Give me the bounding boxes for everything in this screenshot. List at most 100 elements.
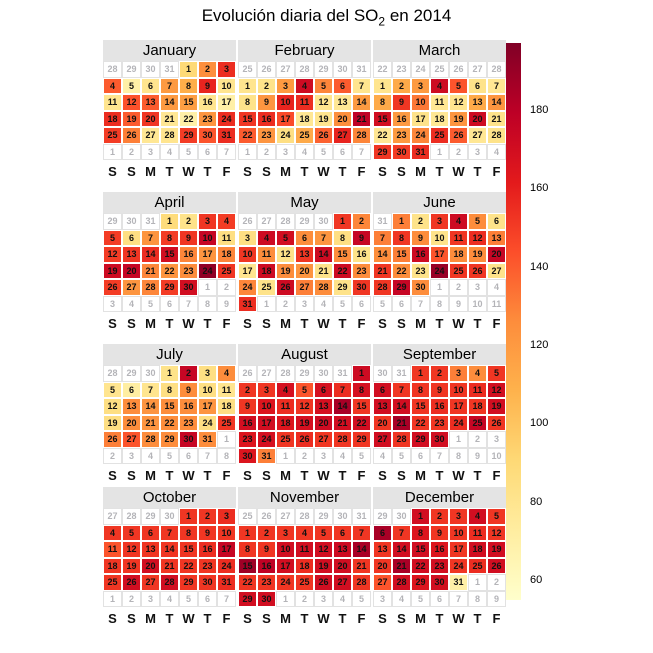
day-cell: 21 (160, 557, 179, 574)
day-cell-adjacent-month: 7 (198, 447, 217, 464)
weekday-label: F (357, 611, 366, 626)
day-cell-adjacent-month: 30 (122, 213, 141, 230)
day-cell: 19 (314, 110, 333, 127)
day-cell: 29 (352, 431, 371, 448)
day-cell: 30 (392, 143, 411, 160)
day-cell-adjacent-month: 1 (198, 279, 217, 296)
day-cell: 7 (392, 524, 411, 541)
day-cell-adjacent-month: 2 (295, 590, 314, 607)
weekday-label: T (435, 611, 444, 626)
day-cell-adjacent-month: 4 (333, 447, 352, 464)
day-cell: 13 (295, 246, 314, 263)
weekday-label: W (182, 611, 195, 626)
weekday-label: S (108, 316, 117, 331)
weekday-label: T (165, 164, 174, 179)
day-cell: 19 (468, 246, 487, 263)
month-title: May (238, 192, 371, 213)
day-cell-adjacent-month: 3 (122, 447, 141, 464)
day-cell: 1 (179, 61, 198, 78)
day-cell: 13 (122, 398, 141, 415)
day-cell: 27 (333, 127, 352, 144)
day-cell-adjacent-month: 29 (314, 508, 333, 525)
day-cell-adjacent-month: 8 (449, 447, 468, 464)
day-cell: 5 (449, 77, 468, 94)
month-day-grid: 31 1 2 3 4 5 6 7 8 9 10 11 12 13 14 15 16 17 18 19 20 21 22 23 2… (373, 213, 506, 312)
day-cell: 23 (411, 262, 430, 279)
day-cell: 24 (276, 574, 295, 591)
day-cell: 30 (411, 279, 430, 296)
month-day-grid: 28 29 30 1 2 3 4 5 6 7 8 9 10 11 12 13 14 15 16 17 18 19 20 21 2… (103, 365, 236, 464)
day-cell: 20 (141, 110, 160, 127)
day-cell: 26 (276, 279, 295, 296)
day-cell-adjacent-month: 7 (217, 143, 236, 160)
day-cell-adjacent-month: 11 (487, 295, 506, 312)
day-cell-adjacent-month: 26 (257, 508, 276, 525)
day-cell-adjacent-month: 3 (373, 590, 392, 607)
day-cell-adjacent-month: 3 (295, 295, 314, 312)
day-cell-adjacent-month: 5 (352, 447, 371, 464)
day-cell-adjacent-month: 7 (430, 447, 449, 464)
day-cell: 4 (217, 213, 236, 230)
day-cell-adjacent-month: 30 (333, 61, 352, 78)
day-cell: 17 (198, 246, 217, 263)
day-cell-adjacent-month: 1 (257, 295, 276, 312)
day-cell-adjacent-month: 28 (276, 213, 295, 230)
day-cell: 12 (103, 398, 122, 415)
day-cell: 16 (411, 246, 430, 263)
day-cell: 4 (103, 77, 122, 94)
day-cell: 19 (122, 557, 141, 574)
day-cell-adjacent-month: 28 (295, 508, 314, 525)
weekday-label: F (492, 164, 501, 179)
day-cell: 18 (217, 398, 236, 415)
day-cell: 11 (468, 524, 487, 541)
day-cell: 13 (373, 541, 392, 558)
day-cell-adjacent-month: 4 (122, 295, 141, 312)
day-cell-adjacent-month: 27 (257, 213, 276, 230)
day-cell-adjacent-month: 4 (314, 295, 333, 312)
day-cell-adjacent-month: 2 (468, 431, 487, 448)
month-title: July (103, 344, 236, 365)
day-cell: 29 (179, 574, 198, 591)
day-cell-adjacent-month: 7 (411, 295, 430, 312)
day-cell: 20 (333, 110, 352, 127)
day-cell: 30 (430, 574, 449, 591)
day-cell: 25 (276, 431, 295, 448)
day-cell: 3 (449, 365, 468, 382)
day-cell: 5 (103, 229, 122, 246)
day-cell: 13 (122, 246, 141, 263)
day-cell: 9 (198, 524, 217, 541)
day-cell-adjacent-month: 28 (103, 61, 122, 78)
day-cell: 15 (238, 557, 257, 574)
day-cell: 6 (141, 524, 160, 541)
colorbar-tick-label: 80 (530, 495, 543, 508)
weekday-label: T (203, 316, 212, 331)
day-cell-adjacent-month: 29 (295, 213, 314, 230)
day-cell-adjacent-month: 6 (198, 590, 217, 607)
day-cell: 3 (198, 213, 217, 230)
day-cell: 25 (430, 127, 449, 144)
day-cell: 6 (373, 524, 392, 541)
day-cell: 16 (198, 541, 217, 558)
day-cell: 13 (333, 541, 352, 558)
day-cell: 10 (217, 524, 236, 541)
day-cell: 4 (468, 508, 487, 525)
day-cell-adjacent-month: 2 (487, 574, 506, 591)
day-cell: 3 (276, 77, 295, 94)
day-cell: 8 (352, 381, 371, 398)
day-cell: 10 (449, 524, 468, 541)
month-day-grid: 26 27 28 29 30 31 1 2 3 4 5 6 7 8 9 10 11 12 13 14 15 16 17 18 1… (238, 365, 371, 464)
day-cell-adjacent-month: 31 (141, 213, 160, 230)
weekday-label: W (182, 316, 195, 331)
day-cell: 8 (238, 94, 257, 111)
day-cell: 13 (373, 398, 392, 415)
day-cell: 22 (160, 414, 179, 431)
day-cell: 23 (198, 110, 217, 127)
day-cell: 27 (122, 279, 141, 296)
day-cell: 17 (257, 414, 276, 431)
day-cell: 9 (257, 94, 276, 111)
month-title: April (103, 192, 236, 213)
day-cell: 4 (468, 365, 487, 382)
day-cell: 11 (257, 246, 276, 263)
day-cell-adjacent-month: 10 (468, 295, 487, 312)
day-cell: 28 (141, 279, 160, 296)
